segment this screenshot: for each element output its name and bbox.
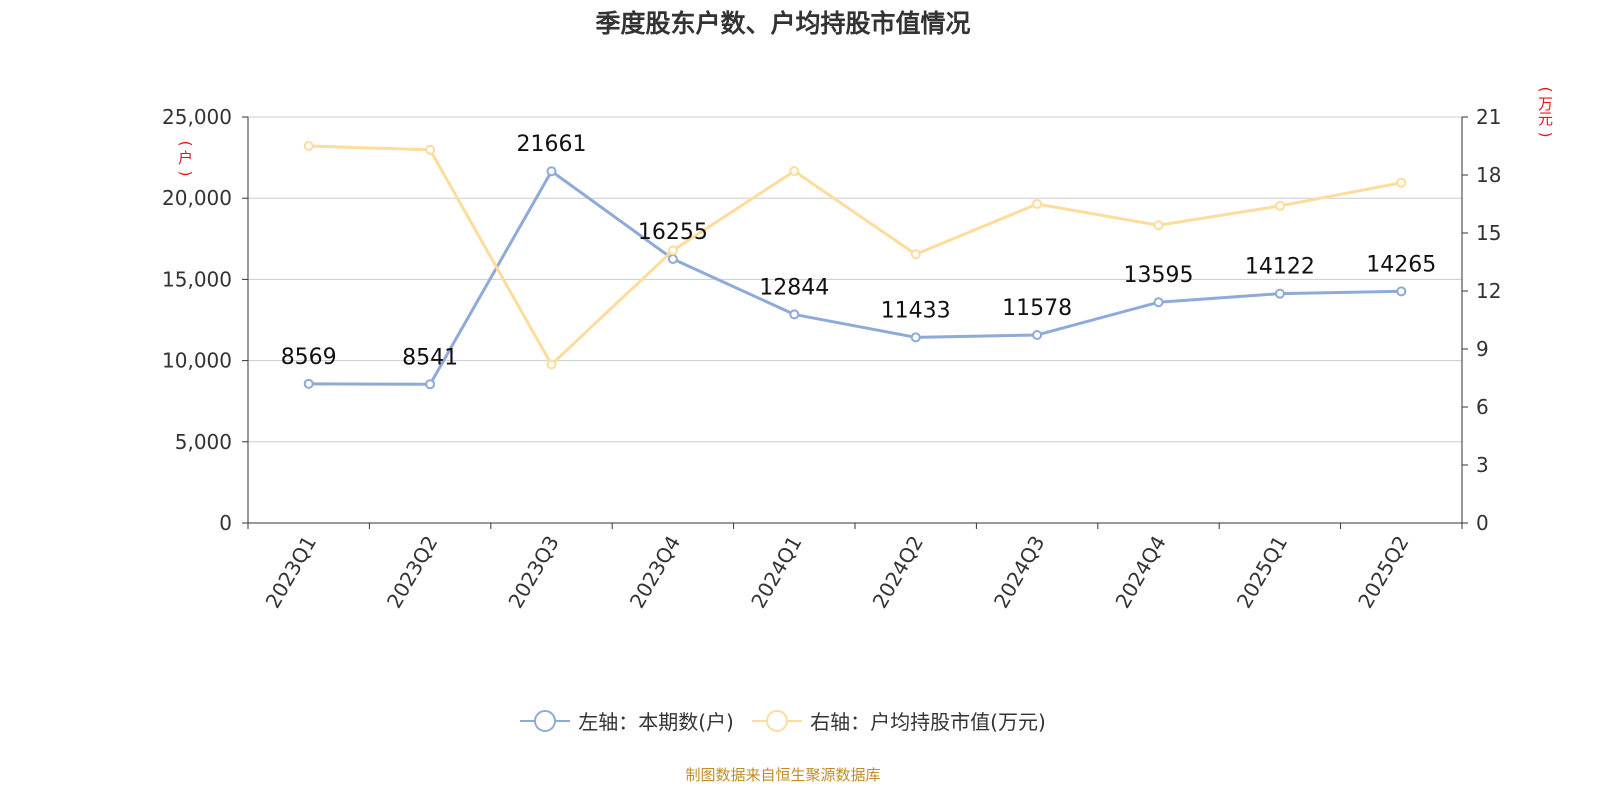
right-axis-tick-label: 9 xyxy=(1476,337,1489,361)
data-point-left xyxy=(1032,329,1043,340)
chart-title: 季度股东户数、户均持股市值情况 xyxy=(595,9,971,38)
x-axis-category-label: 2023Q4 xyxy=(625,532,685,613)
right-axis-tick-label: 21 xyxy=(1476,105,1501,129)
left-axis-tick-label: 5,000 xyxy=(175,430,232,454)
data-point-right xyxy=(1274,200,1285,211)
x-axis-category-label: 2024Q4 xyxy=(1110,532,1170,613)
legend-label-right-series: 右轴：户均持股市值(万元) xyxy=(810,710,1046,734)
source-note: 制图数据来自恒生聚源数据库 xyxy=(685,766,881,784)
data-point-right xyxy=(1153,220,1164,231)
x-axis-category-label: 2023Q2 xyxy=(382,532,442,613)
right-axis-tick-label: 15 xyxy=(1476,221,1501,245)
data-point-right xyxy=(1032,199,1043,209)
right-axis-tick-label: 12 xyxy=(1476,279,1501,303)
data-label: 11578 xyxy=(1002,296,1072,321)
data-point-right xyxy=(303,141,314,151)
data-label: 21661 xyxy=(517,132,587,157)
data-point-left xyxy=(910,332,921,343)
legend-item-left-series[interactable]: 左轴：本期数(户) xyxy=(520,706,734,735)
x-axis-category-label: 2024Q3 xyxy=(989,532,1049,613)
data-point-left xyxy=(1396,286,1407,297)
x-axis-category-label: 2024Q2 xyxy=(868,532,928,613)
data-point-right xyxy=(425,144,436,155)
right-axis-unit: (万元) xyxy=(1536,86,1555,138)
data-label: 13595 xyxy=(1124,263,1194,288)
right-axis-tick-label: 6 xyxy=(1476,395,1489,419)
right-axis-tick-label: 0 xyxy=(1476,511,1489,535)
data-point-left xyxy=(1153,297,1164,308)
data-label: 8569 xyxy=(281,345,337,370)
data-label: 14122 xyxy=(1245,255,1315,280)
legend-item-right-series[interactable]: 右轴：户均持股市值(万元) xyxy=(752,706,1046,735)
data-label: 12844 xyxy=(759,275,829,300)
data-label: 14265 xyxy=(1366,252,1436,277)
legend: 左轴：本期数(户) 右轴：户均持股市值(万元) xyxy=(0,706,1566,738)
data-label: 16255 xyxy=(638,220,708,245)
data-point-right xyxy=(789,166,800,177)
data-point-right xyxy=(546,359,557,370)
x-axis-category-label: 2023Q3 xyxy=(503,532,563,613)
data-point-left xyxy=(789,309,800,320)
data-point-right xyxy=(910,249,921,260)
x-axis-category-label: 2023Q1 xyxy=(261,532,321,613)
left-axis-unit: (户) xyxy=(176,140,195,177)
legend-label-left-series: 左轴：本期数(户) xyxy=(578,710,734,734)
legend-left-marker-icon xyxy=(520,709,571,732)
x-axis-category-label: 2025Q2 xyxy=(1353,532,1413,613)
series-line-left xyxy=(308,169,1402,386)
data-point-left xyxy=(1274,288,1285,299)
data-point-left xyxy=(425,379,436,390)
data-point-right xyxy=(1396,177,1407,188)
left-axis-tick-label: 20,000 xyxy=(162,186,232,210)
right-axis-tick-label: 3 xyxy=(1476,453,1489,477)
data-point-left xyxy=(667,254,678,265)
left-axis-tick-label: 15,000 xyxy=(162,267,232,291)
series-line-right xyxy=(308,144,1402,366)
legend-right-marker-icon xyxy=(752,709,803,732)
x-axis-category-label: 2024Q1 xyxy=(746,532,806,613)
line-chart: 0 5,000 10,000 15,000 20,000 25,000 0 3 6 9 12 15 18… xyxy=(162,105,1501,613)
left-axis-tick-label: 25,000 xyxy=(162,105,232,129)
x-axis-category-label: 2025Q1 xyxy=(1232,532,1292,613)
data-label: 11433 xyxy=(881,298,951,323)
data-point-left xyxy=(303,378,314,389)
data-label: 8541 xyxy=(402,345,458,370)
left-axis-tick-label: 0 xyxy=(219,511,232,535)
data-point-right xyxy=(667,245,678,256)
left-axis-tick-label: 10,000 xyxy=(162,349,232,373)
data-point-left xyxy=(546,166,557,177)
right-axis-tick-label: 18 xyxy=(1476,163,1501,187)
